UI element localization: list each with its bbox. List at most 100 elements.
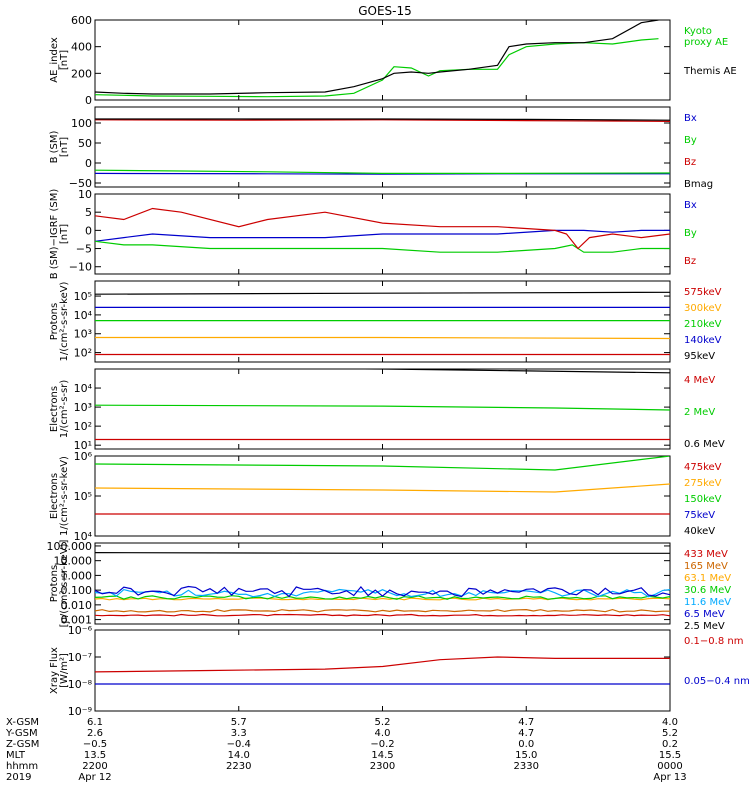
y-tick-label: 50 bbox=[78, 137, 92, 150]
legend-entry: Themis AE bbox=[683, 66, 737, 77]
series-line-4 bbox=[95, 118, 670, 121]
series-line-2 bbox=[95, 240, 670, 253]
x-axis-value: 6.1 bbox=[87, 717, 103, 728]
legend-entry: 150keV bbox=[684, 494, 722, 505]
legend-entry: 40keV bbox=[684, 526, 715, 537]
x-axis-value: 4.0 bbox=[375, 728, 391, 739]
x-axis-row-label: Z-GSM bbox=[6, 739, 39, 750]
y-tick-label: 10⁵ bbox=[74, 490, 92, 503]
y-tick-label: 0.100 bbox=[61, 584, 93, 597]
legend-entry: By bbox=[684, 228, 697, 239]
y-tick-label: 10⁻⁸ bbox=[68, 678, 93, 691]
legend-entry: 165 MeV bbox=[684, 561, 728, 572]
legend-entry: Bz bbox=[684, 157, 696, 168]
x-axis-value: Apr 13 bbox=[653, 772, 686, 783]
series-line-1 bbox=[95, 229, 670, 242]
series-line-3 bbox=[95, 119, 670, 122]
x-axis-value: 0.2 bbox=[662, 739, 678, 750]
y-tick-label: 10⁴ bbox=[74, 530, 93, 543]
x-axis-value: 14.5 bbox=[371, 750, 393, 761]
series-group bbox=[95, 656, 670, 685]
y-tick-label: 0.010 bbox=[61, 599, 93, 612]
y-axis-label: 1/(cm²-s-sr-keV) bbox=[59, 456, 70, 536]
panel-4: 10² 10³ 10⁴ 10⁵ Protons 1/(cm²-s-sr-keV) 575ke… bbox=[49, 280, 722, 363]
legend-entry: Bmag bbox=[684, 179, 713, 190]
series-line-2 bbox=[95, 608, 670, 613]
y-axis-label: Xray Flux bbox=[49, 647, 60, 694]
series-group bbox=[95, 207, 670, 253]
y-tick-label: 10¹ bbox=[74, 439, 92, 452]
panel-frame bbox=[94, 542, 671, 625]
legend-entry: 140keV bbox=[684, 335, 722, 346]
x-axis-value: 5.2 bbox=[375, 717, 391, 728]
series-line-2 bbox=[95, 169, 670, 174]
series-group bbox=[95, 456, 670, 515]
legend-entry: 75keV bbox=[684, 510, 715, 521]
x-axis-value: 14.0 bbox=[228, 750, 250, 761]
y-tick-label: −10 bbox=[69, 261, 92, 274]
x-axis-value: −0.4 bbox=[227, 739, 251, 750]
legend-entry: 0.1−0.8 nm bbox=[684, 636, 743, 647]
series-line-5 bbox=[95, 291, 670, 295]
x-axis-row-label: X-GSM bbox=[6, 717, 39, 728]
series-line-1 bbox=[95, 38, 659, 98]
y-tick-label: 10⁻⁹ bbox=[68, 705, 92, 718]
y-tick-label: 0.001 bbox=[61, 614, 93, 627]
y-tick-label: 0 bbox=[85, 157, 92, 170]
x-axis-value: 0.0 bbox=[518, 739, 534, 750]
y-tick-label: 100.000 bbox=[47, 540, 93, 553]
y-tick-label: 10³ bbox=[74, 328, 92, 341]
x-axis-value: 15.0 bbox=[515, 750, 537, 761]
x-axis-value: Apr 12 bbox=[78, 772, 111, 783]
x-axis-value: 5.2 bbox=[662, 728, 678, 739]
y-tick-label: −5 bbox=[76, 243, 92, 256]
y-axis-label: B (SM)−IGRF (SM) bbox=[49, 189, 60, 280]
series-group bbox=[95, 291, 670, 356]
series-line-1 bbox=[95, 656, 670, 673]
legend-entry: By bbox=[684, 135, 697, 146]
legend-entry: 275keV bbox=[684, 478, 722, 489]
legend-entry: 210keV bbox=[684, 319, 722, 330]
y-axis-label: [W/m²] bbox=[59, 653, 70, 688]
y-tick-label: 10⁵ bbox=[74, 290, 92, 303]
panel-frame bbox=[94, 19, 671, 101]
y-tick-label: 10⁻⁷ bbox=[68, 651, 92, 664]
legend-entry: 63.1 MeV bbox=[684, 573, 731, 584]
series-line-2 bbox=[95, 336, 670, 340]
series-line-3 bbox=[95, 207, 670, 250]
x-axis-value: 2200 bbox=[82, 761, 107, 772]
x-axis-value: 4.7 bbox=[518, 717, 534, 728]
y-tick-label: 600 bbox=[71, 14, 92, 27]
legend-entry: Bx bbox=[684, 200, 697, 211]
x-axis-value: 2300 bbox=[370, 761, 395, 772]
legend-entry: 11.6 MeV bbox=[684, 597, 731, 608]
series-line-2 bbox=[95, 404, 670, 411]
legend-entry: Kyoto bbox=[684, 26, 712, 37]
y-tick-label: 0 bbox=[85, 224, 92, 237]
y-tick-label: 5 bbox=[85, 206, 92, 219]
y-tick-label: 0 bbox=[85, 94, 92, 107]
series-line-6 bbox=[95, 585, 670, 598]
series-group bbox=[95, 551, 670, 617]
y-tick-label: 200 bbox=[71, 67, 92, 80]
y-tick-label: 10⁻⁶ bbox=[68, 624, 93, 637]
x-axis-value: 4.7 bbox=[518, 728, 534, 739]
x-axis-value: 2330 bbox=[514, 761, 539, 772]
y-axis-label: B (SM) bbox=[49, 130, 60, 163]
series-line-7 bbox=[95, 551, 670, 554]
series-line-3 bbox=[95, 456, 670, 471]
panel-6: 10⁴ 10⁵ 10⁶ Electrons 1/(cm²-s-sr-keV) 475keV… bbox=[49, 450, 722, 543]
x-axis-value: 13.5 bbox=[84, 750, 106, 761]
x-axis-row-label: MLT bbox=[6, 750, 26, 761]
series-line-1 bbox=[95, 613, 670, 617]
x-axis-value: 15.5 bbox=[659, 750, 681, 761]
y-axis-label: [p/(cm²-s-sr-keV)] bbox=[59, 540, 70, 628]
y-tick-label: 10⁶ bbox=[74, 450, 93, 463]
y-axis-label: [nT] bbox=[59, 137, 70, 157]
legend-entry: Bz bbox=[684, 256, 696, 267]
legend-entry: 475keV bbox=[684, 462, 722, 473]
legend-entry: 300keV bbox=[684, 303, 722, 314]
